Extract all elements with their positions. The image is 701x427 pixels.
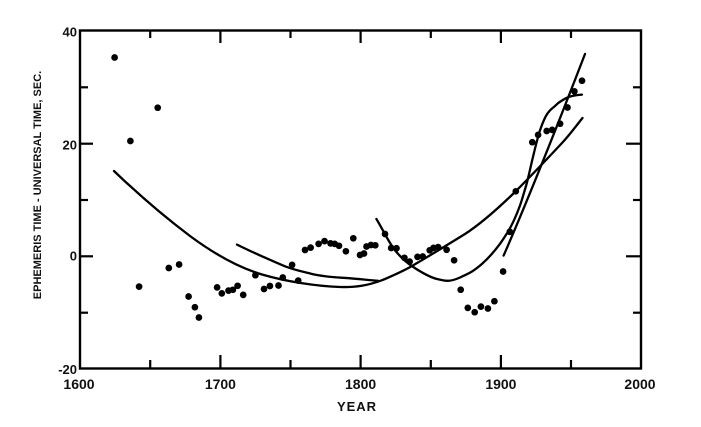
svg-text:EPHEMERIS TIME - UNIVERSAL TIM: EPHEMERIS TIME - UNIVERSAL TIME, SEC. bbox=[32, 71, 44, 299]
svg-text:YEAR: YEAR bbox=[337, 399, 377, 414]
svg-text:40: 40 bbox=[63, 25, 77, 40]
svg-text:0: 0 bbox=[70, 249, 77, 264]
svg-text:1600: 1600 bbox=[63, 376, 94, 392]
svg-text:-20: -20 bbox=[58, 362, 77, 377]
svg-text:1900: 1900 bbox=[485, 376, 516, 392]
svg-text:20: 20 bbox=[63, 138, 77, 153]
svg-text:2000: 2000 bbox=[624, 376, 655, 392]
svg-text:1700: 1700 bbox=[205, 376, 236, 392]
svg-text:1800: 1800 bbox=[345, 376, 376, 392]
